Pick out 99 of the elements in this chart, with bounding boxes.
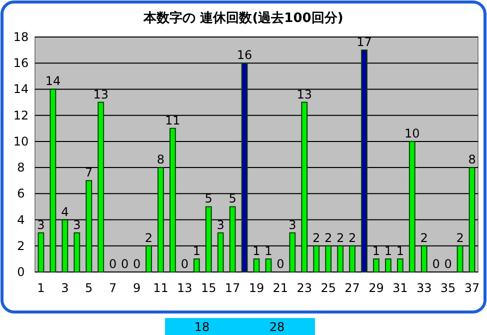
data-label: 1 — [396, 244, 404, 258]
bar — [158, 167, 164, 272]
bar — [420, 245, 428, 272]
data-label: 2 — [324, 230, 332, 245]
text: 28 — [269, 320, 285, 334]
y-tick-label: 2 — [17, 238, 25, 253]
bar — [337, 245, 344, 272]
x-tick-label: 27 — [344, 281, 360, 295]
x-tick-label: 13 — [177, 281, 192, 295]
x-tick-label: 3 — [61, 281, 69, 295]
bar — [265, 258, 272, 272]
x-tick-label: 25 — [320, 281, 336, 295]
data-label: 0 — [120, 257, 129, 271]
x-tick-label: 9 — [132, 281, 141, 295]
data-label: 2 — [312, 230, 320, 245]
bar — [38, 232, 44, 272]
data-label: 2 — [144, 230, 153, 245]
x-tick-label: 15 — [200, 281, 216, 295]
x-tick-label: 31 — [392, 281, 408, 295]
y-tick-label: 18 — [13, 30, 29, 44]
y-tick-label: 4 — [17, 212, 25, 227]
data-label: 10 — [404, 126, 420, 140]
data-label: 3 — [288, 218, 296, 232]
x-tick-label: 29 — [368, 281, 384, 295]
data-label: 3 — [73, 218, 81, 232]
bar — [313, 245, 320, 272]
x-tick-label: 35 — [440, 281, 456, 295]
bar — [456, 245, 464, 272]
bar — [396, 258, 404, 272]
x-tick-label: 23 — [296, 281, 312, 295]
x-tick-label: 19 — [248, 281, 264, 295]
data-label: 2 — [348, 230, 356, 245]
bar — [98, 102, 104, 272]
data-label: 14 — [45, 74, 61, 88]
bar — [349, 245, 356, 272]
data-label: 2 — [336, 230, 344, 245]
data-label: 2 — [420, 230, 428, 245]
data-label: 1 — [384, 244, 392, 258]
data-label: 0 — [109, 257, 117, 271]
bar — [301, 102, 308, 272]
data-label: 11 — [165, 113, 180, 128]
y-tick-label: 12 — [13, 108, 29, 122]
y-tick-label: 8 — [17, 160, 25, 175]
data-label: 2 — [456, 230, 464, 245]
data-label: 8 — [468, 152, 476, 167]
bar — [241, 62, 248, 272]
x-tick-label: 21 — [272, 281, 288, 295]
y-tick-label: 14 — [13, 82, 29, 96]
x-tick-label: 1 — [37, 281, 45, 295]
data-label: 13 — [93, 87, 108, 102]
data-label: 7 — [85, 166, 93, 180]
data-label: 0 — [276, 257, 284, 271]
data-label: 1 — [252, 244, 260, 258]
x-tick-label: 5 — [85, 281, 93, 295]
x-tick-label: 33 — [416, 281, 432, 295]
bar — [62, 219, 68, 272]
bar — [74, 232, 80, 272]
bar — [169, 128, 176, 272]
data-label: 0 — [132, 257, 141, 271]
bar — [86, 180, 92, 272]
bar — [205, 206, 212, 272]
bar — [253, 258, 260, 272]
data-label: 8 — [156, 152, 165, 167]
bar — [217, 232, 224, 272]
bar — [361, 50, 368, 272]
y-tick-label: 10 — [13, 134, 29, 148]
y-tick-label: 0 — [17, 265, 25, 279]
data-label: 0 — [180, 257, 188, 271]
bar — [325, 245, 332, 272]
data-label: 3 — [216, 218, 224, 232]
data-label: 0 — [444, 257, 452, 271]
data-label: 1 — [264, 244, 272, 258]
bar — [408, 140, 416, 272]
data-label: 3 — [37, 218, 45, 232]
bar — [50, 88, 56, 272]
text: 18 — [194, 320, 210, 334]
data-label: 4 — [61, 204, 69, 219]
chart-title: 本数字の 連休回数(過去100回分) — [142, 10, 344, 26]
bar — [146, 245, 152, 272]
data-label: 5 — [228, 192, 236, 206]
data-label: 1 — [192, 244, 200, 258]
y-tick-label: 16 — [13, 56, 29, 70]
data-label: 5 — [204, 192, 212, 206]
data-label: 1 — [372, 244, 380, 258]
x-tick-label: 37 — [464, 281, 480, 295]
y-tick-label: 6 — [17, 186, 25, 201]
bar — [373, 258, 380, 272]
x-tick-label: 17 — [224, 281, 240, 295]
data-label: 0 — [432, 257, 440, 271]
bar — [385, 258, 392, 272]
bar — [468, 167, 476, 272]
data-label: 17 — [356, 35, 372, 50]
bar — [193, 258, 200, 272]
bar — [289, 232, 296, 272]
data-label: 16 — [236, 48, 252, 62]
data-label: 13 — [296, 87, 312, 102]
x-tick-label: 11 — [153, 281, 168, 295]
bar — [229, 206, 236, 272]
x-tick-label: 7 — [109, 281, 117, 295]
